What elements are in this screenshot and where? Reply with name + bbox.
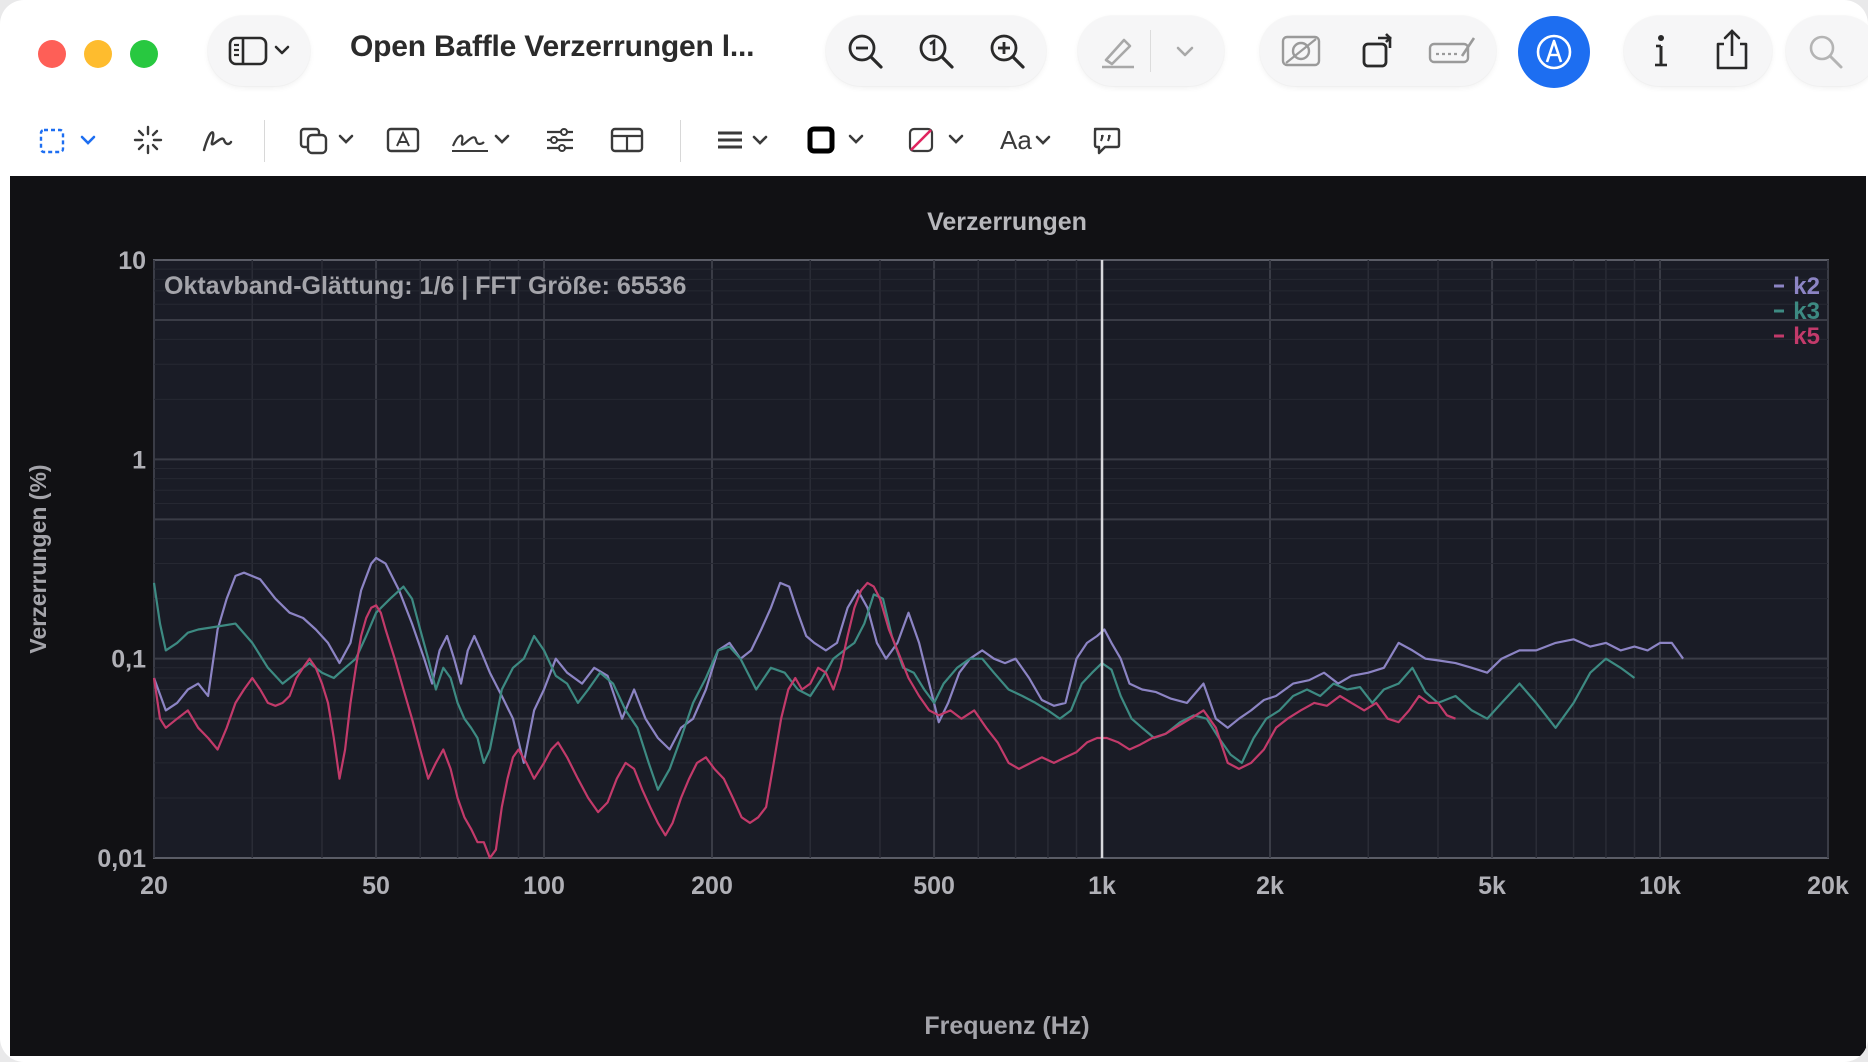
text-box-icon[interactable] xyxy=(386,118,420,162)
title-bar: Open Baffle Verzerrungen l... xyxy=(0,0,1868,106)
x-tick-label: 100 xyxy=(523,872,565,900)
text-style-icon: Aa xyxy=(1000,124,1032,155)
note-icon[interactable] xyxy=(1090,118,1122,162)
window-title: Open Baffle Verzerrungen l... xyxy=(350,30,755,63)
series-line-k5 xyxy=(152,581,1456,860)
rectangle-selection-icon[interactable] xyxy=(38,118,98,162)
text-style-button[interactable]: Aa xyxy=(1000,118,1054,162)
close-window-button[interactable] xyxy=(38,40,66,68)
sidebar-icon[interactable] xyxy=(228,34,268,68)
y-tick-label: 1 xyxy=(132,446,146,474)
y-axis-label: Verzerrungen (%) xyxy=(25,464,51,653)
y-tick-label: 0,1 xyxy=(111,646,146,674)
signature-icon[interactable] xyxy=(450,118,512,162)
line-style-icon[interactable] xyxy=(714,118,770,162)
series-lines xyxy=(152,556,1684,860)
zoom-controls-group xyxy=(826,16,1046,86)
chart-subtitle: Oktavband-Glättung: 1/6 | FFT Größe: 655… xyxy=(164,272,686,300)
sidebar-toggle-group[interactable] xyxy=(208,16,310,86)
series-line-k2 xyxy=(152,556,1684,764)
x-tick-label: 500 xyxy=(913,872,955,900)
shapes-icon[interactable] xyxy=(298,118,356,162)
markup-toggle-button[interactable] xyxy=(1518,16,1590,88)
x-tick-label: 20 xyxy=(140,872,168,900)
chevron-down-icon xyxy=(1035,135,1051,145)
page-layout-icon[interactable] xyxy=(610,118,644,162)
chart-title: Verzerrungen xyxy=(927,208,1087,236)
markup-redact-icon[interactable] xyxy=(1428,34,1478,68)
info-share-group xyxy=(1624,16,1772,86)
document-view[interactable]: Verzerrungen Oktavband-Glättung: 1/6 | F… xyxy=(10,176,1866,1056)
x-tick-label: 2k xyxy=(1256,872,1284,900)
instant-alpha-icon[interactable] xyxy=(132,118,164,162)
actual-size-icon[interactable] xyxy=(917,32,955,70)
search-icon[interactable] xyxy=(1808,34,1844,70)
adjust-color-icon[interactable] xyxy=(544,118,576,162)
rotate-icon[interactable] xyxy=(1358,30,1398,70)
share-icon[interactable] xyxy=(1712,28,1752,72)
y-tick-label: 0,01 xyxy=(97,845,146,873)
edit-tools-group xyxy=(1260,16,1496,86)
zoom-in-icon[interactable] xyxy=(988,32,1026,70)
x-tick-label: 20k xyxy=(1807,872,1849,900)
fill-color-icon[interactable] xyxy=(906,118,966,162)
minimize-window-button[interactable] xyxy=(84,40,112,68)
plot-area xyxy=(153,259,1829,859)
legend-label-k3: k3 xyxy=(1793,298,1820,325)
x-axis-tick-labels: 20 50 100 200 500 1k 2k 5k 10k 20k xyxy=(140,872,1849,900)
chevron-down-icon[interactable] xyxy=(1176,45,1194,57)
legend-label-k2: k2 xyxy=(1793,273,1820,300)
markup-toggle-icon xyxy=(1534,32,1574,72)
x-axis-label: Frequenz (Hz) xyxy=(924,1012,1089,1040)
zoom-window-button[interactable] xyxy=(130,40,158,68)
border-color-icon[interactable] xyxy=(806,118,866,162)
legend-label-k5: k5 xyxy=(1793,323,1820,350)
y-axis-tick-labels: 10 1 0,1 0,01 xyxy=(97,247,146,873)
highlight-group xyxy=(1078,16,1224,86)
search-group[interactable] xyxy=(1786,16,1868,86)
sketch-icon[interactable] xyxy=(200,118,234,162)
x-tick-label: 10k xyxy=(1639,872,1681,900)
markup-toolbar: Aa xyxy=(0,106,1868,176)
x-tick-label: 50 xyxy=(362,872,390,900)
distortion-chart: Verzerrungen Oktavband-Glättung: 1/6 | F… xyxy=(10,176,1866,1056)
image-description-icon[interactable] xyxy=(1280,34,1322,68)
highlight-pen-icon[interactable] xyxy=(1098,32,1138,70)
x-tick-label: 1k xyxy=(1088,872,1116,900)
x-tick-label: 200 xyxy=(691,872,733,900)
zoom-out-icon[interactable] xyxy=(846,32,884,70)
x-tick-label: 5k xyxy=(1478,872,1506,900)
chevron-down-icon[interactable] xyxy=(274,44,290,56)
info-icon[interactable] xyxy=(1648,32,1674,70)
y-tick-label: 10 xyxy=(118,247,146,275)
